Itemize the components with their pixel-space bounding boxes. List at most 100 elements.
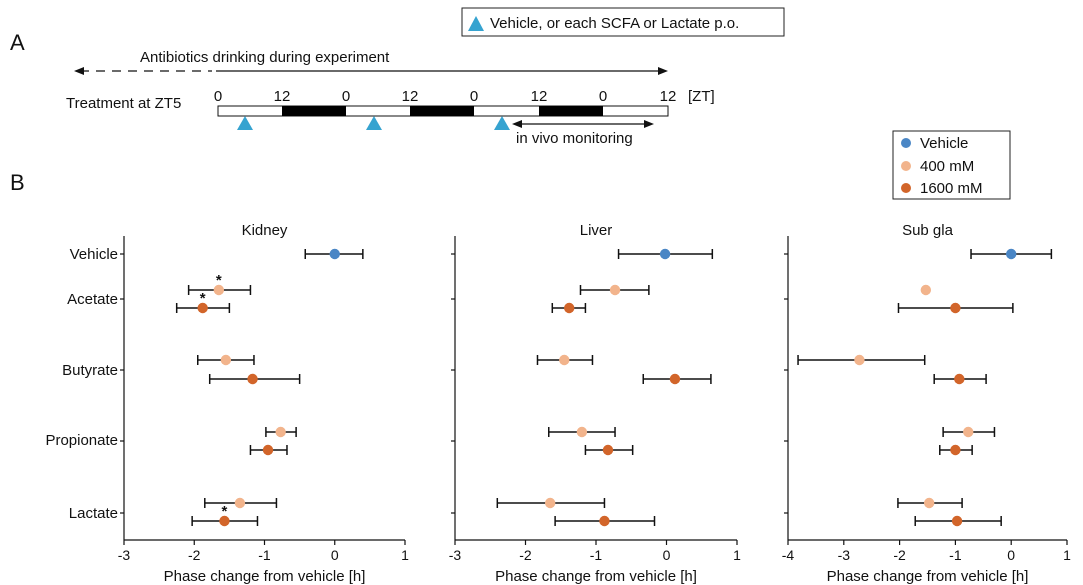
x-tick-label: 0	[663, 547, 671, 563]
chart-title: Liver	[580, 222, 613, 239]
panel-b-legend: Vehicle 400 mM 1600 mM	[892, 130, 1011, 200]
data-point-acetate-1600mm	[950, 302, 961, 314]
zt-unit-label: [ZT]	[688, 88, 715, 105]
legend-vehicle-marker	[901, 138, 911, 148]
legend-1600mm-marker	[901, 183, 911, 193]
zt-dark-phase-1	[282, 106, 346, 116]
data-point-acetate-1600mm	[197, 302, 208, 314]
panel-a-legend-text: Vehicle, or each SCFA or Lactate p.o.	[490, 15, 739, 32]
x-tick-label: 1	[733, 547, 741, 563]
monitoring-label: in vivo monitoring	[516, 130, 633, 147]
legend-1600mm-label: 1600 mM	[920, 180, 983, 197]
data-point-vehicle-vehicle	[1006, 248, 1017, 260]
category-label-lactate: Lactate	[69, 505, 118, 522]
data-point-acetate-400mm	[920, 284, 932, 296]
data-point-propionate-400mm	[576, 426, 588, 438]
data-point-propionate-1600mm	[602, 444, 614, 456]
x-tick-label: -1	[949, 547, 962, 563]
data-point-propionate-400mm	[275, 426, 286, 438]
data-point-butyrate-400mm	[220, 354, 232, 366]
zt-tick-label: 12	[402, 88, 419, 105]
data-point-vehicle-vehicle	[329, 248, 340, 260]
monitoring-arrow: in vivo monitoring	[512, 120, 654, 147]
treatment-triangle-icon	[494, 116, 510, 130]
category-label-butyrate: Butyrate	[62, 362, 118, 379]
zt-dark-phase-2	[410, 106, 474, 116]
x-axis-label: Phase change from vehicle [h]	[495, 568, 697, 585]
x-tick-label: 0	[1007, 547, 1015, 563]
x-tick-label: -2	[188, 547, 201, 563]
x-tick-label: 1	[1063, 547, 1071, 563]
category-labels: Vehicle Acetate Butyrate Propionate Lact…	[45, 246, 118, 522]
data-point-lactate-1600mm	[951, 515, 963, 527]
data-point-butyrate-1600mm	[669, 373, 681, 385]
panel-a-legend-box	[461, 7, 785, 37]
zt-dark-phase-3	[539, 106, 603, 116]
zt-tick-label: 12	[274, 88, 291, 105]
x-tick-label: -3	[118, 547, 131, 563]
data-point-lactate-400mm	[923, 497, 935, 509]
significance-marker: *	[216, 272, 222, 289]
zt-tick-labels: 0 12 0 12 0 12 0 12	[214, 88, 677, 105]
x-tick-label: -3	[449, 547, 462, 563]
x-tick-label: -1	[590, 547, 603, 563]
legend-vehicle-label: Vehicle	[920, 135, 968, 152]
treatment-triangle-icon	[366, 116, 382, 130]
data-point-propionate-400mm	[963, 426, 974, 438]
x-tick-label: -4	[782, 547, 795, 563]
antibiotics-left-arrowhead-icon	[74, 67, 84, 75]
chart-sub-gla: Sub gla -4 -3 -2 -1 0 1 Phase change from vehic…	[782, 222, 1071, 585]
data-point-propionate-1600mm	[262, 444, 274, 456]
data-point-butyrate-1600mm	[954, 373, 965, 385]
data-point-lactate-1600mm	[599, 515, 610, 527]
monitoring-right-arrowhead-icon	[644, 120, 654, 128]
x-axis-label: Phase change from vehicle [h]	[827, 568, 1029, 585]
chart-liver: Liver -3 -2 -1 0 1 Phase change from vehicle […	[449, 222, 741, 585]
chart-title: Sub gla	[902, 222, 954, 239]
zt-bar	[217, 105, 669, 117]
x-axis-label: Phase change from vehicle [h]	[164, 568, 366, 585]
chart-title: Kidney	[242, 222, 288, 239]
data-point-lactate-1600mm	[219, 515, 230, 527]
data-point-acetate-400mm	[213, 284, 225, 296]
category-label-propionate: Propionate	[45, 432, 118, 449]
data-point-propionate-1600mm	[950, 444, 961, 456]
x-tick-label: -3	[838, 547, 851, 563]
significance-marker: *	[222, 503, 228, 520]
x-tick-label: 1	[401, 547, 409, 563]
zt-tick-label: 0	[599, 88, 607, 105]
antibiotics-label: Antibiotics drinking during experiment	[140, 49, 390, 66]
data-point-acetate-400mm	[609, 284, 621, 296]
x-tick-label: -1	[258, 547, 271, 563]
data-point-lactate-400mm	[544, 497, 556, 509]
antibiotics-right-arrowhead-icon	[658, 67, 668, 75]
zt-tick-label: 12	[531, 88, 548, 105]
data-point-acetate-1600mm	[564, 302, 575, 314]
data-point-lactate-400mm	[234, 497, 246, 509]
data-point-vehicle-vehicle	[659, 248, 671, 260]
panel-b-legend-box	[892, 130, 1011, 200]
data-point-butyrate-400mm	[559, 354, 570, 366]
monitoring-left-arrowhead-icon	[512, 120, 522, 128]
chart-kidney: Kidney -3 -2 -1 0 1 Phase change from vehicle …	[118, 222, 409, 585]
category-label-acetate: Acetate	[67, 291, 118, 308]
antibiotics-timeline: Antibiotics drinking during experiment	[74, 49, 668, 75]
legend-400mm-marker	[901, 161, 911, 171]
significance-marker: *	[200, 290, 206, 307]
x-tick-label: 0	[331, 547, 339, 563]
data-point-butyrate-400mm	[854, 354, 865, 366]
zt-tick-label: 12	[660, 88, 677, 105]
panel-b-letter: B	[10, 170, 25, 195]
zt-tick-label: 0	[342, 88, 350, 105]
zt-tick-label: 0	[214, 88, 222, 105]
legend-400mm-label: 400 mM	[920, 158, 974, 175]
x-tick-label: -2	[893, 547, 906, 563]
panel-a-legend: Vehicle, or each SCFA or Lactate p.o.	[461, 7, 785, 37]
category-label-vehicle: Vehicle	[70, 246, 118, 263]
treatment-label: Treatment at ZT5	[66, 95, 181, 112]
panel-b-charts: Kidney -3 -2 -1 0 1 Phase change from vehicle …	[118, 222, 1071, 585]
x-tick-label: -2	[519, 547, 532, 563]
zt-tick-label: 0	[470, 88, 478, 105]
triangle-marker-icon	[468, 16, 484, 31]
